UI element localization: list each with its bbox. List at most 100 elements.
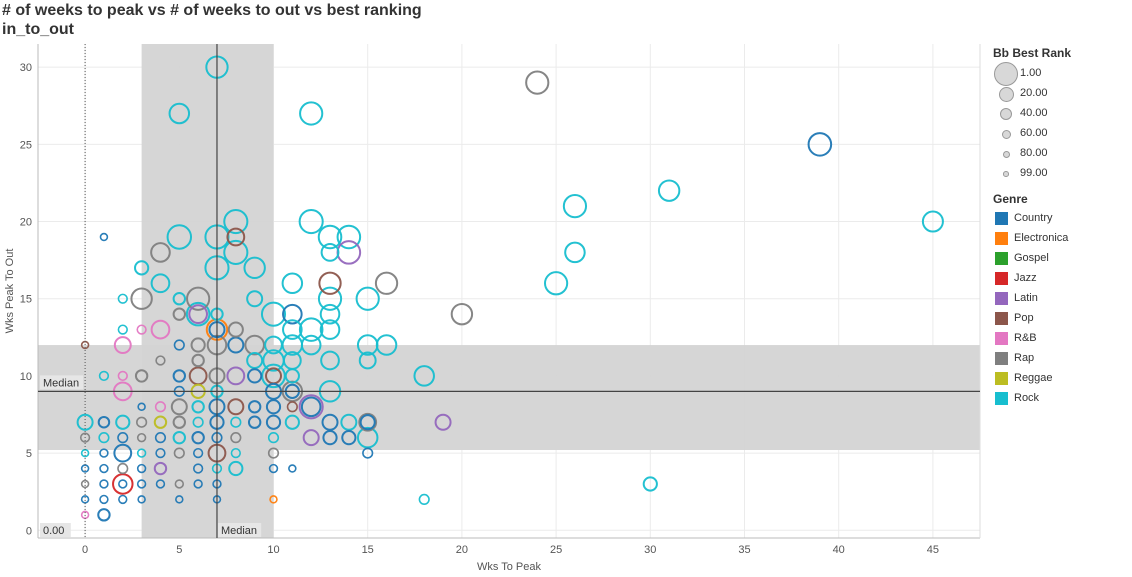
- data-point: [188, 304, 208, 325]
- data-point: [265, 414, 282, 430]
- data-point: [166, 224, 193, 250]
- size-legend: Bb Best Rank 1.00 20.00 40.00 60.00 80.00 99.…: [993, 46, 1071, 184]
- data-point: [228, 460, 244, 477]
- data-point: [99, 232, 109, 242]
- x-tick-label: 10: [267, 544, 279, 556]
- data-point: [134, 260, 150, 276]
- data-point: [99, 494, 109, 505]
- scatter-plot[interactable]: 0 5 10 15 20 25 30 35 40 45 0 5 10 15 20 25 30 Wks To Pea…: [0, 0, 985, 577]
- genre-legend-item[interactable]: Pop: [993, 310, 1034, 330]
- data-point: [264, 335, 283, 355]
- genre-legend-item[interactable]: Rap: [993, 350, 1034, 370]
- x-tick-label: 0: [82, 544, 88, 556]
- data-point: [98, 432, 110, 444]
- data-point: [117, 293, 128, 304]
- data-point: [192, 463, 204, 474]
- data-point: [268, 463, 279, 474]
- genre-legend-label: Pop: [1014, 312, 1034, 324]
- size-legend-label: 60.00: [1020, 127, 1048, 139]
- size-legend-item: 40.00: [993, 104, 1071, 124]
- data-point: [246, 290, 264, 308]
- data-point: [155, 447, 166, 459]
- data-point: [243, 256, 266, 280]
- data-point: [302, 429, 320, 447]
- data-point: [137, 402, 146, 412]
- data-point: [117, 324, 128, 335]
- genre-swatch: [995, 312, 1008, 325]
- size-legend-dot: [994, 62, 1018, 86]
- data-point: [374, 271, 399, 295]
- data-point: [191, 400, 205, 414]
- data-point: [320, 350, 340, 371]
- data-point: [227, 321, 244, 338]
- data-point: [317, 286, 343, 311]
- data-point: [288, 464, 297, 473]
- genre-legend-item[interactable]: Electronica: [993, 230, 1068, 250]
- data-point: [247, 415, 262, 429]
- data-point: [118, 479, 128, 489]
- size-legend-item: 99.00: [993, 164, 1071, 184]
- size-legend-label: 40.00: [1020, 107, 1048, 119]
- x-median-label: Median: [221, 525, 257, 537]
- zero-label: 0.00: [43, 525, 64, 537]
- data-point: [247, 400, 262, 414]
- data-point: [136, 448, 147, 458]
- genre-swatch: [995, 372, 1008, 385]
- genre-swatch: [995, 392, 1008, 405]
- genre-legend-label: Electronica: [1014, 232, 1069, 244]
- genre-legend-item[interactable]: Rock: [993, 390, 1039, 410]
- data-point: [525, 70, 550, 95]
- data-point: [113, 443, 133, 463]
- genre-legend-item[interactable]: Country: [993, 210, 1053, 230]
- size-legend-title: Bb Best Rank: [993, 46, 1072, 60]
- x-tick-label: 15: [362, 544, 374, 556]
- data-point: [97, 508, 111, 522]
- genre-legend-label: R&B: [1014, 332, 1037, 344]
- genre-swatch: [995, 212, 1008, 225]
- data-point: [359, 414, 376, 431]
- data-point: [136, 416, 148, 428]
- genre-legend-item[interactable]: Latin: [993, 290, 1038, 310]
- data-point: [172, 292, 187, 306]
- genre-legend: Genre Country Electronica Gospel Jazz Latin P…: [993, 192, 1068, 410]
- data-point: [154, 432, 167, 444]
- data-point: [186, 286, 211, 311]
- data-point: [113, 336, 132, 354]
- genre-legend-item[interactable]: Reggae: [993, 370, 1053, 390]
- data-point: [657, 179, 681, 202]
- data-point: [172, 307, 187, 321]
- y-band: [38, 345, 980, 451]
- size-legend-dot: [1001, 129, 1011, 139]
- data-point: [80, 479, 90, 489]
- data-point: [260, 301, 287, 327]
- y-tick-label: 30: [20, 62, 32, 74]
- zero-label-bg: [40, 523, 71, 537]
- y-tick-label: 25: [20, 139, 32, 151]
- data-point: [155, 355, 166, 366]
- data-point: [80, 464, 90, 473]
- data-point: [150, 273, 171, 294]
- data-point: [98, 370, 110, 382]
- data-point: [79, 432, 91, 443]
- size-legend-dot: [998, 86, 1014, 102]
- genre-legend-item[interactable]: Gospel: [993, 250, 1049, 270]
- genre-legend-label: Reggae: [1014, 372, 1053, 384]
- genre-legend-item[interactable]: R&B: [993, 330, 1037, 350]
- data-point: [150, 242, 171, 263]
- data-point: [192, 416, 204, 428]
- genre-swatch: [995, 252, 1008, 265]
- data-point: [244, 334, 265, 356]
- data-point: [136, 432, 147, 443]
- data-point: [137, 495, 146, 504]
- genre-legend-label: Country: [1014, 212, 1053, 224]
- x-median-label-bg: [217, 523, 262, 537]
- y-axis-title: Wks Peak To Out: [4, 249, 16, 334]
- genre-legend-item[interactable]: Jazz: [993, 270, 1037, 290]
- data-point: [321, 413, 339, 431]
- size-legend-label: 1.00: [1020, 67, 1042, 79]
- data-point: [298, 208, 324, 235]
- data-point: [355, 286, 380, 311]
- x-tick-label: 40: [833, 544, 845, 556]
- data-point: [130, 287, 153, 310]
- data-point: [223, 239, 249, 265]
